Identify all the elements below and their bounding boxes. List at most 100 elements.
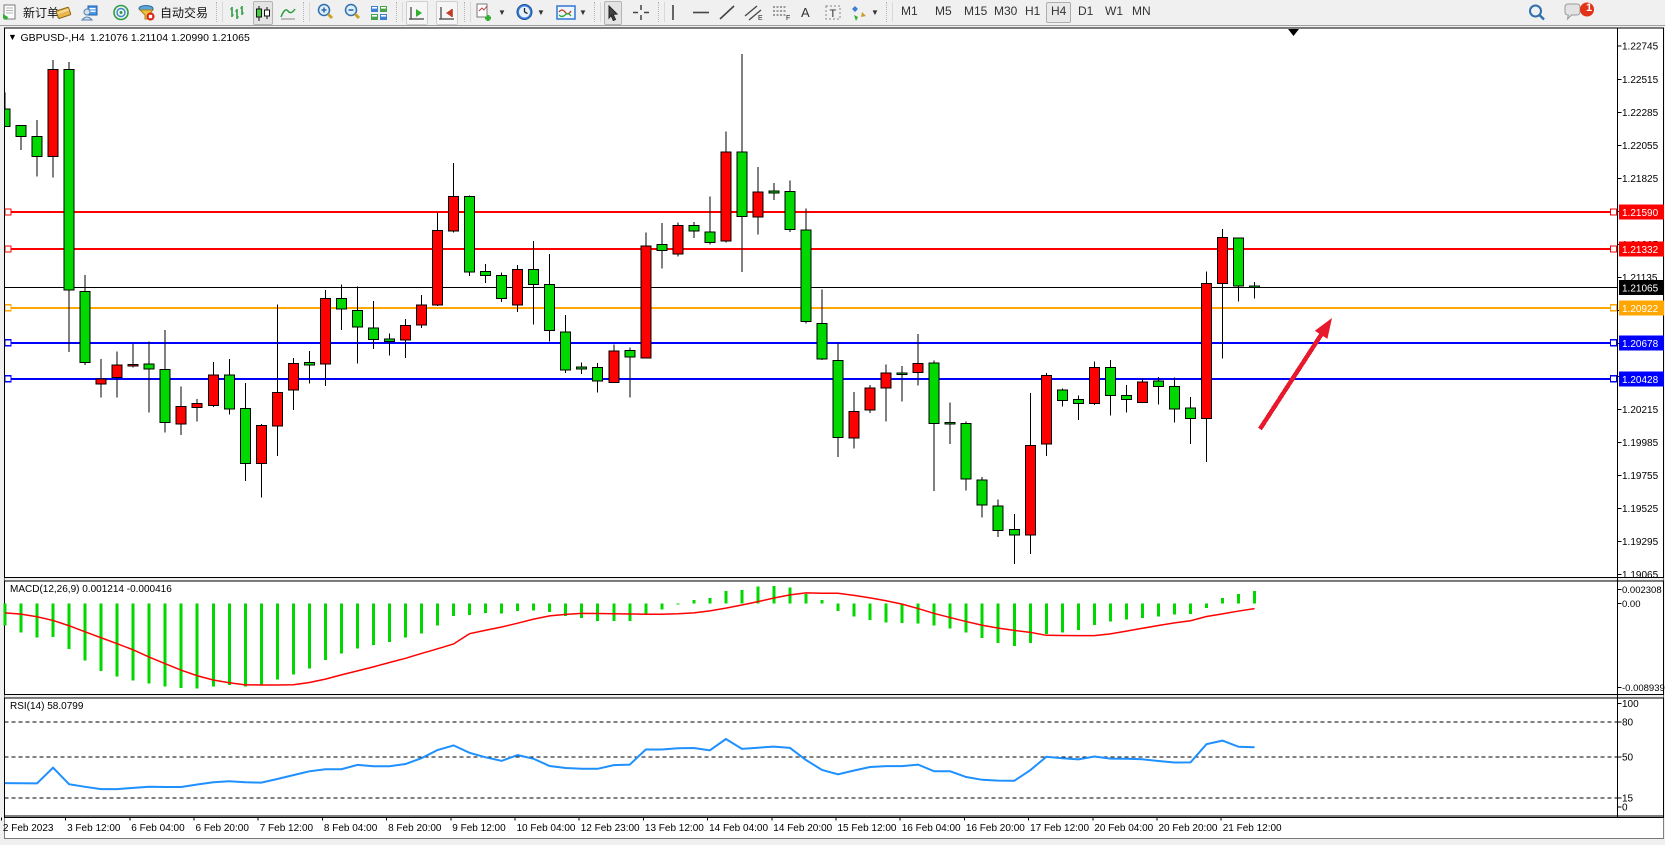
zoom-out-button[interactable] <box>343 1 362 23</box>
candle-body[interactable] <box>880 372 892 389</box>
candle-body[interactable] <box>159 368 171 424</box>
candle-body[interactable] <box>448 195 460 232</box>
candle-body[interactable] <box>896 372 908 376</box>
candle-body[interactable] <box>255 424 267 464</box>
candle-body[interactable] <box>287 363 299 391</box>
line-handle[interactable] <box>1609 304 1617 312</box>
line-handle[interactable] <box>5 339 12 347</box>
candle-body[interactable] <box>848 410 860 439</box>
candle-body[interactable] <box>736 151 748 217</box>
candle-body[interactable] <box>1217 236 1229 285</box>
candle-body[interactable] <box>111 364 123 378</box>
indicators-button[interactable]: ▼ <box>474 1 506 23</box>
timeframe-m5-button[interactable]: M5 <box>935 4 952 18</box>
channel-button[interactable]: E <box>744 1 764 23</box>
candle-body[interactable] <box>976 479 988 506</box>
candle-body[interactable] <box>1249 285 1261 288</box>
line-chart-mode-button[interactable] <box>279 1 297 23</box>
zoom-in-button[interactable] <box>316 1 335 23</box>
timeframe-w1-button[interactable]: W1 <box>1105 4 1123 18</box>
candle-body[interactable] <box>784 190 796 230</box>
radar-button[interactable] <box>112 1 130 23</box>
timeframe-m15-button[interactable]: M15 <box>964 4 988 18</box>
candle-body[interactable] <box>1072 399 1084 404</box>
candle-body[interactable] <box>416 304 428 326</box>
trend-arrow-shaft[interactable] <box>1258 330 1326 431</box>
candle-body[interactable] <box>480 270 492 277</box>
panel-separator[interactable] <box>4 577 1664 582</box>
main-price-panel[interactable] <box>0 53 1618 564</box>
candle-body[interactable] <box>0 108 11 127</box>
candle-body[interactable] <box>191 403 203 408</box>
candle-body[interactable] <box>432 229 444 306</box>
candle-body[interactable] <box>608 350 620 384</box>
candle-body[interactable] <box>992 505 1004 531</box>
candle-body[interactable] <box>496 275 508 300</box>
candle-body[interactable] <box>335 297 347 310</box>
timeframe-mn-button[interactable]: MN <box>1132 4 1151 18</box>
new-order-button[interactable]: 新订单 <box>2 1 59 23</box>
candle-body[interactable] <box>239 407 251 464</box>
line-handle[interactable] <box>1609 245 1617 253</box>
line-handle[interactable] <box>1609 208 1617 216</box>
candle-body[interactable] <box>864 387 876 411</box>
horizontal-line-button[interactable] <box>692 1 710 23</box>
chevron-down-icon[interactable]: ▼ <box>579 7 587 17</box>
candle-body[interactable] <box>1040 374 1052 445</box>
candle-body[interactable] <box>1136 381 1148 403</box>
candle-body[interactable] <box>1008 528 1020 536</box>
candle-body[interactable] <box>928 362 940 424</box>
timeframe-d1-button[interactable]: D1 <box>1078 4 1094 18</box>
candle-body[interactable] <box>576 366 588 370</box>
candle-body[interactable] <box>512 269 524 306</box>
market-watch-button[interactable] <box>54 1 73 23</box>
chart-shift-marker[interactable] <box>1288 29 1299 36</box>
candle-body[interactable] <box>672 225 684 255</box>
candle-body[interactable] <box>544 284 556 332</box>
crosshair-button[interactable] <box>632 1 650 23</box>
tile-windows-button[interactable] <box>370 1 388 23</box>
candle-body[interactable] <box>1056 389 1068 401</box>
panel-separator[interactable] <box>4 694 1664 699</box>
fibonacci-button[interactable]: F <box>772 1 792 23</box>
line-handle[interactable] <box>1609 339 1617 347</box>
line-handle[interactable] <box>5 208 12 216</box>
timeframe-h4-button[interactable]: H4 <box>1046 2 1072 23</box>
candle-body[interactable] <box>816 323 828 360</box>
vertical-line-button[interactable] <box>666 1 680 23</box>
candle-body[interactable] <box>303 361 315 366</box>
candle-body[interactable] <box>768 190 780 194</box>
candle-body[interactable] <box>127 364 139 367</box>
candle-body[interactable] <box>400 325 411 341</box>
timeframe-m1-button[interactable]: M1 <box>901 4 918 18</box>
candle-body[interactable] <box>592 367 604 382</box>
chart-shift-button[interactable] <box>436 1 458 25</box>
chevron-down-icon[interactable]: ▼ <box>537 7 545 17</box>
chevron-down-icon[interactable]: ▼ <box>498 7 506 17</box>
candle-body[interactable] <box>640 245 652 359</box>
chart-canvas[interactable]: 1.22745 1.22515 1.22285 1.22055 1.21825 1.215… <box>0 26 1665 840</box>
line-handle[interactable] <box>5 375 12 383</box>
candle-body[interactable] <box>560 331 572 371</box>
candle-body[interactable] <box>944 422 956 425</box>
candle-body[interactable] <box>1201 283 1212 420</box>
candle-body[interactable] <box>15 124 27 137</box>
candle-body[interactable] <box>79 290 91 364</box>
candle-body[interactable] <box>175 405 187 425</box>
candle-body[interactable] <box>832 360 844 438</box>
candle-body[interactable] <box>464 196 476 273</box>
candle-body[interactable] <box>351 309 363 328</box>
candle-body[interactable] <box>143 363 155 370</box>
periods-button[interactable]: ▼ <box>515 1 545 23</box>
candle-body[interactable] <box>720 151 732 242</box>
candle-body[interactable] <box>1152 380 1164 388</box>
candle-body[interactable] <box>1088 366 1100 405</box>
auto-trading-button[interactable]: 自动交易 <box>137 1 208 23</box>
auto-scroll-button[interactable] <box>406 1 428 25</box>
candle-body[interactable] <box>207 374 219 407</box>
candle-body[interactable] <box>528 269 540 286</box>
line-handle[interactable] <box>5 245 12 253</box>
candle-body[interactable] <box>1233 237 1245 287</box>
candle-body[interactable] <box>47 68 59 157</box>
candle-body[interactable] <box>1104 366 1116 397</box>
